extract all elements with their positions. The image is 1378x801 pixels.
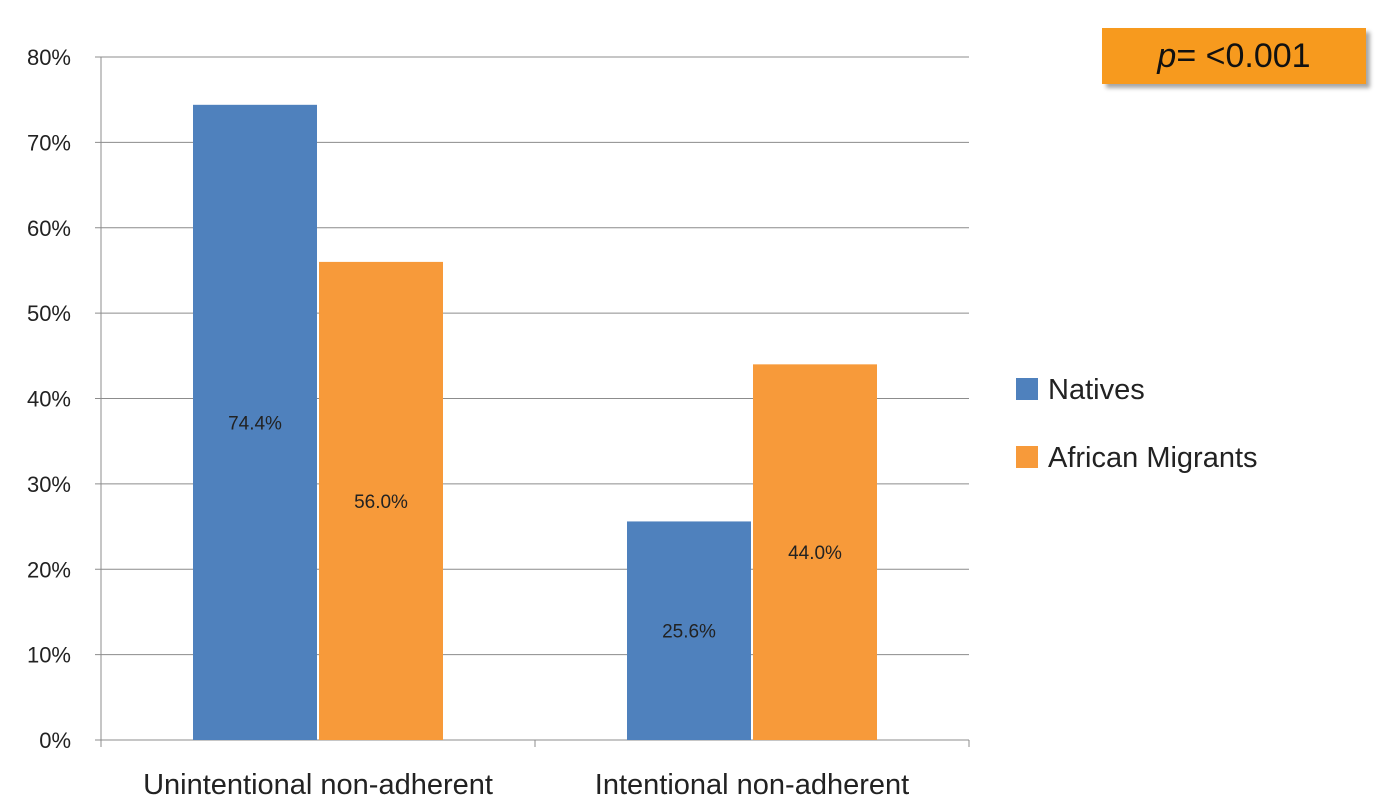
y-tick-label: 10% xyxy=(27,643,71,668)
legend-label: African Migrants xyxy=(1048,442,1258,474)
y-axis: 0% 10% 20% 30% 40% 50% 60% 70% 80% xyxy=(27,45,102,753)
legend-swatch xyxy=(1016,378,1038,400)
x-category-label: Unintentional non-adherent xyxy=(143,769,493,801)
y-tick-label: 80% xyxy=(27,45,71,70)
legend-label: Natives xyxy=(1048,374,1145,406)
p-value-annotation: p = <0.001 xyxy=(1102,28,1366,84)
bar-african-migrants xyxy=(319,261,443,740)
bar-natives xyxy=(627,521,751,740)
data-labels: 74.4% 56.0% 25.6% 44.0% xyxy=(228,413,842,642)
legend-swatch xyxy=(1016,446,1038,468)
x-category-label: Intentional non-adherent xyxy=(595,769,909,801)
legend: Natives African Migrants xyxy=(1016,374,1258,474)
y-tick-label: 0% xyxy=(39,728,71,753)
data-label: 25.6% xyxy=(662,622,716,643)
data-label: 44.0% xyxy=(788,543,842,564)
p-symbol: p xyxy=(1157,36,1177,75)
x-axis: Unintentional non-adherent Intentional no… xyxy=(100,739,970,801)
bar-african-migrants xyxy=(753,364,877,740)
data-label: 74.4% xyxy=(228,413,282,434)
y-tick-label: 20% xyxy=(27,557,71,582)
y-tick-label: 40% xyxy=(27,387,71,412)
y-tick-label: 70% xyxy=(27,130,71,155)
p-value-text: = <0.001 xyxy=(1176,36,1311,75)
bar-natives xyxy=(193,104,317,740)
y-tick-label: 60% xyxy=(27,216,71,241)
y-tick-label: 30% xyxy=(27,472,71,497)
y-tick-label: 50% xyxy=(27,301,71,326)
data-label: 56.0% xyxy=(354,492,408,513)
bars xyxy=(193,104,877,740)
